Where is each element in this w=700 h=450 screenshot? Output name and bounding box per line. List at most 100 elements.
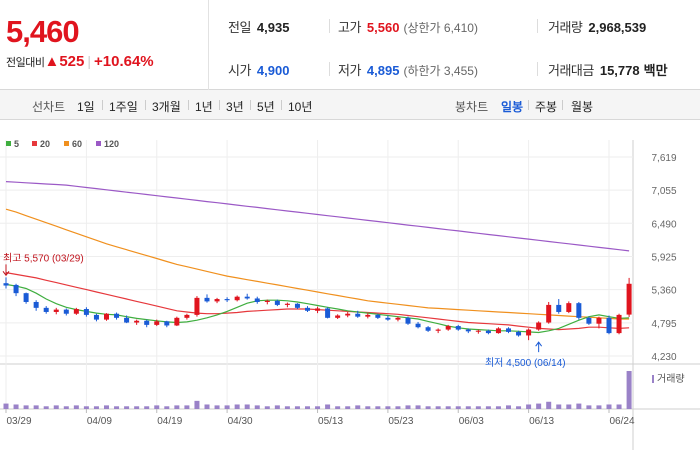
candle-body [204,297,210,302]
candle-body [264,300,270,302]
stat-volume: 거래량 2,968,539 [548,20,647,35]
candle-body [415,323,421,328]
candle-body [465,329,471,332]
price-stats: 전일 4,935 고가 5,560 (상한가 6,410) 거래량 2,968,539 … [210,0,700,90]
change-label: 전일대비 [6,57,45,69]
volume-bar [204,404,210,409]
tab-5y[interactable]: 5년 [257,100,275,114]
volume-label: 거래량 [657,373,685,385]
volume-bar [566,404,572,409]
change-value: 525 [59,53,85,70]
quote-summary: 5,460 전일대비▲525 | +10.64% 전일 4,935 고가 5,560 (상… [0,0,700,90]
tab-3m[interactable]: 3개월 [152,100,181,114]
candle-body [405,317,411,324]
tab-1w[interactable]: 1주일 [109,100,138,114]
candle-body [526,329,532,336]
volume-bar [63,406,69,409]
tab-daily[interactable]: 일봉 [501,100,524,114]
volume-bar [194,400,200,409]
candle-body [124,317,130,323]
candle-body [385,317,391,320]
volume-bar [244,404,250,409]
candle-body [546,304,552,323]
volume-bar [395,406,401,409]
current-price: 5,460 [6,14,80,49]
volume-bar [254,405,260,409]
candle-body [606,317,612,334]
volume-bar [144,406,150,409]
legend-swatch [64,141,69,146]
volume-bar [325,404,331,409]
candle-body [174,317,180,326]
volume-bar [154,405,160,409]
x-tick-label: 05/13 [318,416,343,427]
candle-body [355,313,361,317]
candle-body [536,322,542,330]
x-tick-label: 06/03 [459,416,484,427]
candle-body [556,304,562,312]
volume-bar [355,405,361,409]
volume-bar [13,404,19,409]
stat-prev-close: 전일 4,935 [228,20,290,35]
volume-bar [415,405,421,409]
up-arrow-icon: ▲ [44,53,60,70]
volume-legend-swatch [652,375,654,383]
volume-bar [124,406,130,409]
candle-body [305,307,310,311]
volume-bar [506,405,511,409]
volume-bar [435,406,441,409]
candle-body [63,309,69,314]
candle-body [425,327,431,331]
candle-body [475,330,481,332]
ma60-line [5,208,630,320]
volume-bar [264,406,270,409]
high-arrowhead-icon [2,271,10,277]
candle-body [586,317,592,324]
volume-bar [335,406,341,409]
x-tick-label: 04/09 [87,416,112,427]
y-tick-label: 7,619 [651,153,676,164]
volume-bar [93,406,99,409]
volume-bar [83,406,89,409]
volume-bar [104,405,109,409]
volume-bar [465,406,471,409]
tab-3y[interactable]: 3년 [226,100,244,114]
candle-body [566,303,572,312]
y-tick-label: 6,490 [651,219,676,230]
tab-1d[interactable]: 1일 [77,100,95,114]
volume-bar [365,406,371,409]
tab-10y[interactable]: 10년 [288,100,313,114]
volume-bar [405,405,411,409]
volume-bar [134,406,140,409]
candle-body [274,300,280,305]
legend-swatch [96,141,101,146]
stat-high: 고가 5,560 (상한가 6,410) [338,20,478,35]
x-tick-label: 06/24 [609,416,634,427]
candle-body [375,314,381,318]
candle-body [596,317,602,324]
candle-body [43,307,49,312]
volume-bar [536,403,542,409]
tab-weekly[interactable]: 주봉 [535,100,558,114]
legend-label: 120 [104,139,119,149]
stock-chart: 7,619 7,055 6,490 5,925 5,360 4,795 4,230 03/29… [0,139,700,450]
candle-body [234,296,240,301]
x-tick-label: 04/19 [157,416,182,427]
candle-body [23,293,29,302]
volume-bar [33,405,39,409]
candle-body [104,313,109,320]
volume-bar [184,405,190,409]
candle-body [194,297,200,315]
volume-bar [626,371,632,409]
candle-body [164,321,170,326]
volume-bar [445,406,451,409]
candle-body [214,299,220,302]
y-tick-label: 5,360 [651,286,676,297]
candle-body [616,314,622,334]
candle-body [33,301,39,308]
tab-1y[interactable]: 1년 [195,100,213,114]
candle-body [254,298,260,302]
tab-monthly[interactable]: 월봉 [571,100,594,114]
candle-body [626,283,632,315]
candle-chart-label: 봉차트 [455,100,489,114]
